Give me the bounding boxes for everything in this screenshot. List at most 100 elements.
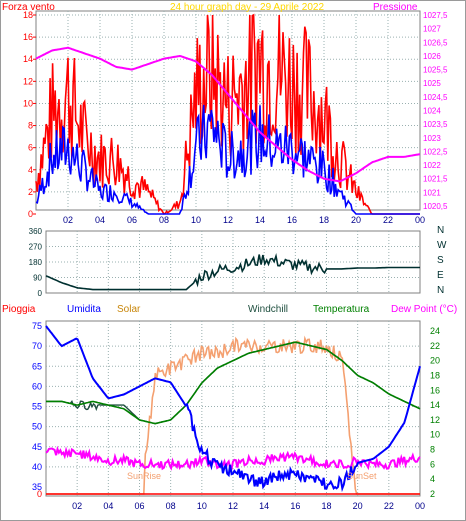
rain-label: Pioggia — [2, 304, 36, 315]
pressure-tick: 1020,5 — [423, 202, 448, 211]
humidity-tick: 35 — [32, 482, 42, 492]
direction-tick: 90 — [33, 274, 42, 283]
hour-tick: 14 — [259, 501, 269, 511]
top-right-axis-ticks: 1027,5 1027 1026,5 1026 1025,5 1025 1024,5 1024… — [423, 11, 448, 211]
hour-tick: 14 — [255, 215, 265, 225]
temperature-tick: 6 — [430, 459, 435, 469]
wind-force-tick: 4 — [28, 165, 33, 175]
dewpoint-label: Dew Point (°C) — [391, 304, 457, 315]
hour-tick: 06 — [127, 215, 137, 225]
dewpoint-series-line — [45, 445, 421, 471]
wind-force-tick: 18 — [23, 10, 33, 20]
wind-force-tick: 8 — [28, 121, 33, 131]
hour-tick: 18 — [319, 215, 329, 225]
temperature-tick: 16 — [430, 385, 440, 395]
temperature-tick: 24 — [430, 326, 440, 336]
pressure-tick: 1027 — [423, 25, 441, 34]
hour-tick: 02 — [72, 501, 82, 511]
compass-letter: S — [437, 255, 444, 266]
hour-tick: 20 — [351, 215, 361, 225]
temperature-tick: 8 — [430, 445, 435, 455]
temperature-tick: 18 — [430, 370, 440, 380]
humidity-tick: 50 — [32, 422, 42, 432]
hour-tick: 16 — [287, 215, 297, 225]
direction-tick: 0 — [38, 289, 43, 298]
compass-letter: E — [437, 270, 444, 281]
hour-tick: 04 — [95, 215, 105, 225]
direction-tick: 180 — [29, 258, 43, 267]
humidity-tick: 55 — [32, 402, 42, 412]
wind-force-tick: 12 — [23, 76, 33, 86]
temperature-label: Temperatura — [313, 304, 370, 315]
wind-force-tick: 2 — [28, 187, 33, 197]
hour-tick: 22 — [383, 215, 393, 225]
top-chart-grid — [36, 11, 420, 210]
pressure-tick: 1023,5 — [423, 120, 448, 129]
humidity-label: Umidita — [67, 304, 101, 315]
pressure-tick: 1022,5 — [423, 147, 448, 156]
windchill-label: Windchill — [248, 304, 288, 315]
humidity-tick: 45 — [32, 442, 42, 452]
pressure-tick: 1021,5 — [423, 175, 448, 184]
pressure-label: Pressione — [373, 2, 418, 13]
pressure-tick: 1025 — [423, 79, 441, 88]
temperature-tick: 2 — [430, 489, 435, 499]
hour-tick: 00 — [415, 215, 425, 225]
wind-force-tick: 16 — [23, 32, 33, 42]
hour-tick: 02 — [63, 215, 73, 225]
hour-tick: 16 — [290, 501, 300, 511]
humidity-tick: 75 — [32, 321, 42, 331]
direction-tick: 360 — [29, 227, 43, 236]
top-x-axis-ticks: 02 04 06 08 10 12 14 16 18 20 22 00 — [63, 215, 425, 225]
wind-force-tick: 0 — [28, 209, 33, 219]
direction-axis-ticks: 360 270 180 90 0 — [29, 227, 43, 298]
compass-letter: N — [437, 225, 444, 236]
pressure-tick: 1022 — [423, 161, 441, 170]
temperature-tick: 20 — [430, 356, 440, 366]
bottom-left-axis-ticks: 75 70 65 60 55 50 45 40 350 — [32, 321, 42, 499]
compass-letter: N — [437, 285, 444, 296]
bottom-x-axis-ticks: 02 04 06 08 10 12 14 16 18 20 22 00 — [72, 501, 425, 511]
bottom-right-axis-ticks: 24 22 20 18 16 14 12 10 8 6 4 2 — [430, 326, 440, 499]
temperature-tick: 12 — [430, 415, 440, 425]
pressure-tick: 1025,5 — [423, 66, 448, 75]
hour-tick: 08 — [166, 501, 176, 511]
hour-tick: 22 — [384, 501, 394, 511]
compass-letter: W — [437, 240, 447, 251]
humidity-tick: 40 — [32, 462, 42, 472]
hour-tick: 10 — [197, 501, 207, 511]
pressure-tick: 1027,5 — [423, 11, 448, 20]
hour-tick: 06 — [134, 501, 144, 511]
wind-force-tick: 14 — [23, 54, 33, 64]
humidity-tick: 65 — [32, 361, 42, 371]
temperature-tick: 22 — [430, 341, 440, 351]
wind-force-tick: 10 — [23, 98, 33, 108]
hour-tick: 12 — [223, 215, 233, 225]
avg-wind-series-line — [35, 104, 420, 215]
wind-force-label: Forza vento — [2, 2, 55, 13]
pressure-tick: 1026,5 — [423, 38, 448, 47]
sunset-label: SunSet — [347, 471, 377, 481]
temperature-series-line — [46, 341, 421, 425]
chart-title: 24 hour graph day - 29 Aprile 2022 — [170, 2, 324, 13]
gust-series-line — [35, 13, 420, 216]
hour-tick: 18 — [321, 501, 331, 511]
direction-tick: 270 — [29, 243, 43, 252]
hour-tick: 04 — [103, 501, 113, 511]
solar-label: Solar — [117, 304, 141, 315]
pressure-tick: 1023 — [423, 134, 441, 143]
wind-direction-series-line — [45, 253, 420, 291]
bottom-chart-grid — [46, 321, 420, 496]
humidity-tick: 60 — [32, 381, 42, 391]
pressure-tick: 1026 — [423, 52, 441, 61]
hour-tick: 20 — [353, 501, 363, 511]
top-left-axis-ticks: 18 16 14 12 10 8 6 4 2 0 — [23, 10, 36, 219]
hour-tick: 10 — [191, 215, 201, 225]
humidity-tick: 0 — [37, 489, 42, 499]
hour-tick: 12 — [228, 501, 238, 511]
hour-tick: 00 — [415, 501, 425, 511]
humidity-tick: 70 — [32, 341, 42, 351]
pressure-series-line — [35, 46, 421, 183]
